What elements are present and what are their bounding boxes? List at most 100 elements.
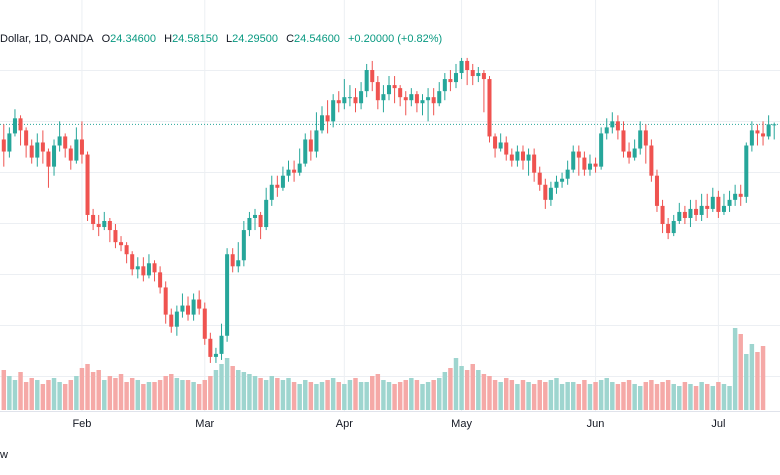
volume-bar (459, 366, 464, 410)
candle (476, 66, 481, 83)
volume-bar (280, 380, 286, 410)
candle (694, 199, 699, 221)
volume-bar (464, 370, 470, 410)
candle-body (493, 136, 498, 149)
volume-bar (732, 328, 738, 410)
candle (487, 76, 492, 143)
volume-bar (157, 380, 163, 410)
candle (571, 145, 576, 173)
volume-bar (79, 368, 85, 410)
candle-body (744, 145, 749, 197)
volume-bar (660, 382, 665, 410)
candle (353, 88, 358, 113)
volume-bar (665, 380, 671, 410)
candle (565, 160, 570, 185)
candle (727, 190, 732, 212)
candle-body (314, 130, 319, 152)
volume-bar (621, 382, 626, 410)
volume-bar (744, 354, 749, 410)
candle (638, 121, 643, 155)
volume-bar (275, 378, 280, 410)
candle (532, 148, 537, 182)
volume-bar (258, 378, 263, 410)
volume-bar (688, 384, 693, 410)
volume-bar (247, 374, 252, 410)
candle (582, 151, 587, 176)
volume-bar (699, 382, 704, 410)
volume-bar (559, 384, 565, 410)
candle-body (96, 224, 101, 228)
candle-body (7, 133, 12, 152)
candle-body (202, 308, 207, 339)
candle-body (225, 254, 230, 336)
candle-body (420, 100, 425, 104)
candle (677, 202, 682, 225)
candle-body (733, 193, 738, 200)
candle (409, 88, 414, 107)
candle (375, 76, 380, 110)
volume-bar (431, 380, 436, 410)
candle (236, 242, 241, 273)
candle-body (275, 184, 280, 188)
volume-bar (163, 376, 168, 410)
candle (12, 109, 17, 137)
volume-bar (113, 378, 118, 410)
volume-bar (554, 378, 559, 410)
volume-bar (118, 374, 124, 410)
volume-bar (671, 384, 676, 410)
candle (253, 208, 258, 231)
candle-body (24, 130, 29, 146)
volume-bar (632, 384, 637, 410)
candle-body (29, 145, 34, 158)
volume-bar (286, 378, 291, 410)
candle (398, 85, 403, 107)
candle (504, 136, 509, 161)
volume-bar (29, 378, 34, 410)
volume-bar (51, 378, 57, 410)
candle-body (721, 205, 726, 212)
candle (437, 82, 442, 107)
open-value: O24.34600 (101, 33, 157, 45)
candle-body (364, 70, 369, 92)
candle (755, 124, 760, 146)
volume-bar (481, 374, 487, 410)
candle-body (280, 175, 285, 188)
volume-bar (129, 378, 135, 410)
volume-bar (509, 380, 515, 410)
volume-bar (269, 376, 274, 410)
candle (543, 178, 548, 209)
candle (654, 169, 659, 212)
volume-bar (314, 384, 319, 410)
candle-body (576, 151, 581, 158)
candle-body (487, 79, 492, 137)
candle (169, 308, 174, 333)
candle (699, 193, 704, 221)
volume-bar (615, 384, 621, 410)
volume-bar (520, 380, 526, 410)
volume-bar (297, 384, 302, 410)
volume-bar (152, 382, 157, 410)
candle (364, 63, 369, 98)
candle (459, 57, 464, 80)
candle (448, 70, 453, 92)
candle-body (230, 254, 235, 267)
candle (141, 257, 146, 282)
candle (710, 187, 715, 212)
candle-body (292, 169, 297, 173)
candle-body (677, 211, 682, 221)
volume-bar (252, 376, 258, 410)
candle-body (409, 94, 414, 101)
volume-bar (386, 382, 392, 410)
candle-body (749, 130, 754, 146)
candle (152, 260, 157, 282)
candle-body (46, 151, 51, 167)
candle (643, 124, 648, 164)
volume-bar (721, 384, 727, 410)
candle-body (152, 263, 157, 273)
volume-bar (146, 382, 152, 410)
candle-body (437, 91, 442, 104)
x-tick-label: Mar (195, 418, 214, 430)
volume-bar (537, 380, 542, 410)
